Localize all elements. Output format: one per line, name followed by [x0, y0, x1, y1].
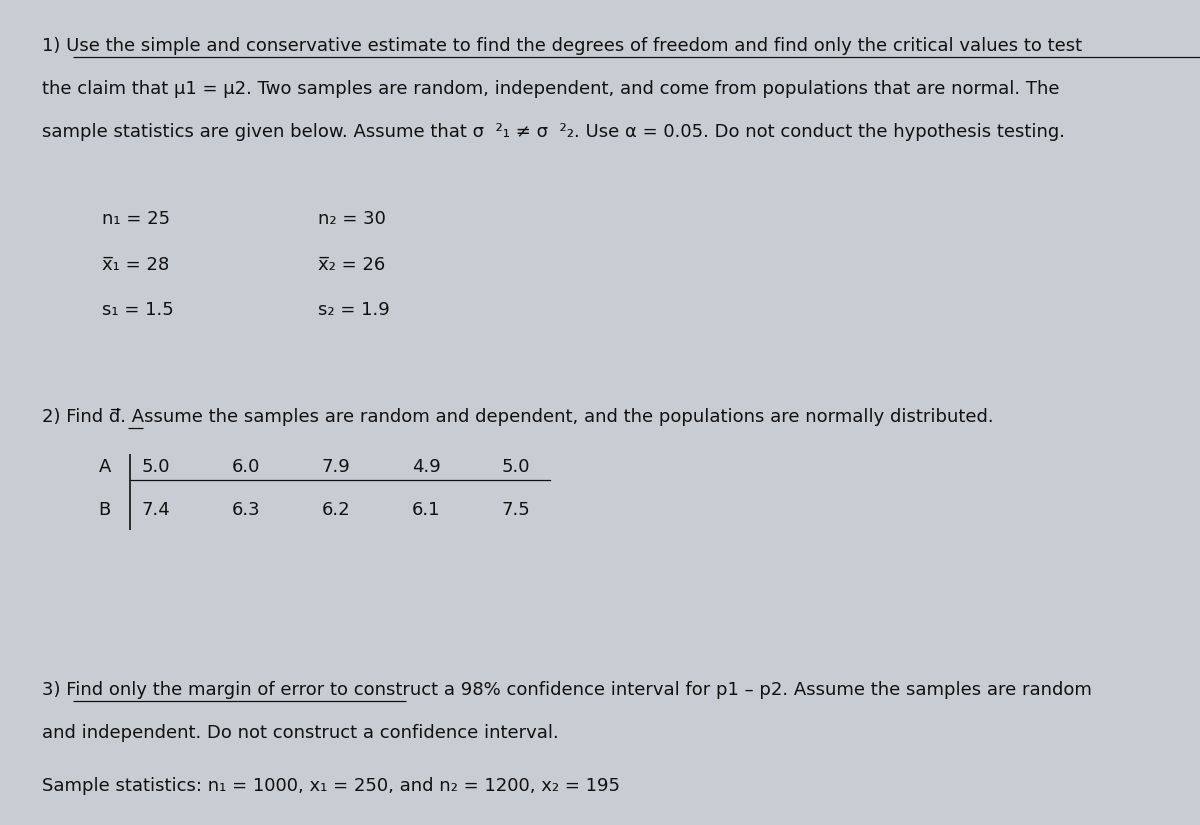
Text: n₂ = 30: n₂ = 30 [318, 210, 386, 229]
Text: s₁ = 1.5: s₁ = 1.5 [102, 301, 174, 319]
Text: 6.2: 6.2 [322, 501, 350, 519]
Text: sample statistics are given below. Assume that σ  ²₁ ≠ σ  ²₂. Use α = 0.05. Do n: sample statistics are given below. Assum… [42, 123, 1066, 141]
Text: s₂ = 1.9: s₂ = 1.9 [318, 301, 390, 319]
Text: B: B [98, 501, 110, 519]
Text: A: A [98, 458, 110, 476]
Text: 3) Find only the margin of error to construct a 98% confidence interval for p1 –: 3) Find only the margin of error to cons… [42, 681, 1092, 699]
Text: 5.0: 5.0 [502, 458, 530, 476]
Text: 2) Find d̅. Assume the samples are random and dependent, and the populations are: 2) Find d̅. Assume the samples are rando… [42, 408, 994, 427]
Text: 1): 1) [42, 37, 66, 55]
Text: and independent. Do not construct a confidence interval.: and independent. Do not construct a conf… [42, 724, 559, 742]
Text: Use the simple and conservative estimate to find the degrees of freedom and find: Use the simple and conservative estimate… [73, 37, 1025, 55]
Text: 7.9: 7.9 [322, 458, 350, 476]
Text: 3): 3) [42, 681, 66, 699]
Text: 6.0: 6.0 [232, 458, 260, 476]
Text: 1) Use the simple and conservative estimate to find the degrees of freedom and f: 1) Use the simple and conservative estim… [42, 37, 1082, 55]
Text: x̅₁ = 28: x̅₁ = 28 [102, 256, 169, 274]
Text: d̅: d̅ [128, 408, 139, 427]
Text: 4.9: 4.9 [412, 458, 440, 476]
Text: Find only the margin of error: Find only the margin of error [73, 681, 331, 699]
Text: 6.1: 6.1 [412, 501, 440, 519]
Text: the claim that μ1 = μ2. Two samples are random, independent, and come from popul: the claim that μ1 = μ2. Two samples are … [42, 80, 1060, 98]
Text: Sample statistics: n₁ = 1000, x₁ = 250, and n₂ = 1200, x₂ = 195: Sample statistics: n₁ = 1000, x₁ = 250, … [42, 777, 620, 795]
Text: 5.0: 5.0 [142, 458, 170, 476]
Text: 2) Find: 2) Find [42, 408, 109, 427]
Text: 7.5: 7.5 [502, 501, 530, 519]
Text: x̅₂ = 26: x̅₂ = 26 [318, 256, 385, 274]
Text: n₁ = 25: n₁ = 25 [102, 210, 170, 229]
Text: 7.4: 7.4 [142, 501, 170, 519]
Text: 6.3: 6.3 [232, 501, 260, 519]
